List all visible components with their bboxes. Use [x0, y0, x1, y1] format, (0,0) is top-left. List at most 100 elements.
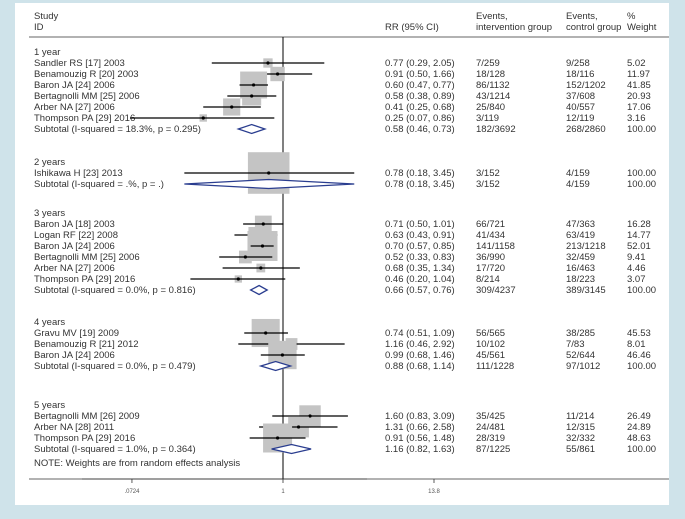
study-point: [275, 72, 280, 76]
study-events-control: 9/258: [566, 58, 590, 69]
subtotal-weight: 100.00: [627, 285, 656, 296]
study-weight: 46.46: [627, 350, 651, 361]
study-weight: 24.89: [627, 422, 651, 433]
study-events-intervention: 10/102: [476, 339, 505, 350]
study-events-control: 40/557: [566, 102, 595, 113]
subtotal-label: Subtotal (I-squared = 0.0%, p = 0.816): [34, 285, 196, 296]
study-ci: 0.74 (0.51, 1.09): [385, 328, 455, 339]
study-events-intervention: 56/565: [476, 328, 505, 339]
study-ci: 0.71 (0.50, 1.01): [385, 219, 455, 230]
study-events-control: 38/285: [566, 328, 595, 339]
x-tick-label: 1: [281, 489, 285, 495]
study-weight: 17.06: [627, 102, 651, 113]
study-weight: 20.93: [627, 91, 651, 102]
study-label: Benamouzig R [21] 2012: [34, 339, 139, 350]
study-events-intervention: 7/259: [476, 58, 500, 69]
study-events-control: 12/119: [566, 113, 594, 124]
study-weight: 45.53: [627, 328, 651, 339]
subtotal-weight: 100.00: [627, 179, 656, 190]
header-rr: RR (95% CI): [385, 22, 439, 33]
study-ci: 0.60 (0.47, 0.77): [385, 80, 455, 91]
group-heading: 2 years: [34, 157, 65, 168]
study-weight: 14.77: [627, 230, 651, 241]
header-events-ctrl-1: Events,: [566, 11, 598, 22]
study-label: Thompson PA [29] 2016: [34, 433, 135, 444]
study-events-intervention: 45/561: [476, 350, 505, 361]
footnote: NOTE: Weights are from random effects an…: [34, 458, 240, 469]
study-point: [259, 266, 263, 270]
study-point: [267, 171, 271, 175]
subtotal-events-intervention: 182/3692: [476, 124, 516, 135]
header-events-int-1: Events,: [476, 11, 508, 22]
study-ci: 0.99 (0.68, 1.46): [385, 350, 455, 361]
header-events-ctrl-2: control group: [566, 22, 621, 33]
subtotal-events-intervention: 87/1225: [476, 444, 510, 455]
study-ci: 0.77 (0.29, 2.05): [385, 58, 455, 69]
header: Study ID RR (95% CI) Events, interventio…: [34, 11, 657, 33]
subtotal-weight: 100.00: [627, 361, 656, 372]
subtotal-ci: 0.66 (0.57, 0.76): [385, 285, 455, 296]
subtotal-events-intervention: 3/152: [476, 179, 500, 190]
study-events-control: 4/159: [566, 168, 590, 179]
study-point: [296, 425, 301, 429]
study-label: Bertagnolli MM [25] 2006: [34, 91, 140, 102]
header-weight-2: Weight: [627, 22, 657, 33]
subtotal-ci: 1.16 (0.82, 1.63): [385, 444, 455, 455]
subtotal-label: Subtotal (I-squared = .%, p = .): [34, 179, 164, 190]
study-point: [252, 83, 256, 87]
study-label: Logan RF [22] 2008: [34, 230, 118, 241]
study-events-control: 63/419: [566, 230, 595, 241]
study-point: [308, 414, 312, 418]
subtotal-diamond: [271, 443, 312, 455]
group-heading: 1 year: [34, 47, 60, 58]
subtotal-label: Subtotal (I-squared = 1.0%, p = 0.364): [34, 444, 196, 455]
header-events-int-2: intervention group: [476, 22, 552, 33]
subtotal-label: Subtotal (I-squared = 0.0%, p = 0.479): [34, 361, 196, 372]
study-events-intervention: 43/1214: [476, 91, 510, 102]
study-events-intervention: 141/1158: [476, 241, 515, 252]
study-label: Thompson PA [29] 2016: [34, 274, 135, 285]
study-label: Baron JA [24] 2006: [34, 241, 115, 252]
study-ci: 0.68 (0.35, 1.34): [385, 263, 455, 274]
study-events-control: 52/644: [566, 350, 595, 361]
subtotal-events-control: 389/3145: [566, 285, 606, 296]
study-events-control: 16/463: [566, 263, 595, 274]
study-point: [201, 116, 205, 120]
study-label: Bertagnolli MM [26] 2009: [34, 411, 140, 422]
study-events-control: 18/116: [566, 69, 594, 80]
study-ci: 0.91 (0.56, 1.48): [385, 433, 455, 444]
subtotal-weight: 100.00: [627, 444, 656, 455]
study-label: Bertagnolli MM [25] 2006: [34, 252, 140, 263]
study-ci: 0.78 (0.18, 3.45): [385, 168, 455, 179]
study-point: [280, 353, 285, 357]
group-heading: 5 years: [34, 400, 65, 411]
subtotal-diamond: [236, 123, 267, 135]
study-weight: 4.46: [627, 263, 646, 274]
subtotal-events-control: 97/1012: [566, 361, 600, 372]
study-events-intervention: 3/152: [476, 168, 500, 179]
study-label: Baron JA [18] 2003: [34, 219, 115, 230]
study-point: [261, 222, 265, 226]
study-label: Baron JA [24] 2006: [34, 80, 115, 91]
study-events-intervention: 8/214: [476, 274, 500, 285]
study-weight: 26.49: [627, 411, 651, 422]
study-events-control: 11/214: [566, 411, 594, 422]
study-label: Sandler RS [17] 2003: [34, 58, 125, 69]
study-label: Ishikawa H [23] 2013: [34, 168, 123, 179]
header-weight-1: %: [627, 11, 636, 22]
group-heading: 4 years: [34, 317, 65, 328]
subtotal-diamond: [184, 178, 355, 190]
subtotal-events-intervention: 111/1228: [476, 361, 514, 372]
study-ci: 0.41 (0.25, 0.68): [385, 102, 455, 113]
study-label: Arber NA [27] 2006: [34, 263, 115, 274]
study-ci: 0.63 (0.43, 0.91): [385, 230, 455, 241]
forest-plot: Study ID RR (95% CI) Events, interventio…: [29, 11, 669, 495]
header-study: Study: [34, 11, 59, 22]
study-weight: 52.01: [627, 241, 651, 252]
study-events-intervention: 66/721: [476, 219, 505, 230]
subtotal-events-intervention: 309/4237: [476, 285, 516, 296]
study-ci: 1.16 (0.46, 2.92): [385, 339, 455, 350]
subtotal-label: Subtotal (I-squared = 18.3%, p = 0.295): [34, 124, 201, 135]
study-ci: 0.52 (0.33, 0.83): [385, 252, 455, 263]
study-label: Arber NA [27] 2006: [34, 102, 115, 113]
